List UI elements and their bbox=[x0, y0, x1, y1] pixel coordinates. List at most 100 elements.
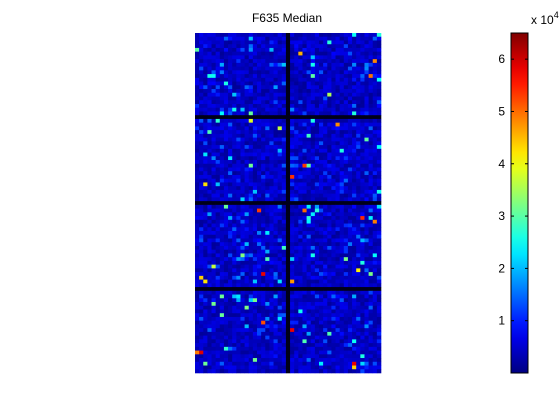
heatmap-cell bbox=[323, 85, 328, 90]
heatmap-cell bbox=[240, 118, 245, 123]
heatmap-cell bbox=[319, 100, 324, 105]
heatmap-cell bbox=[310, 313, 316, 318]
heatmap-cell bbox=[195, 70, 200, 75]
heatmap-cell bbox=[306, 343, 312, 348]
heatmap-cell bbox=[298, 193, 303, 198]
heatmap-cell bbox=[223, 178, 229, 183]
heatmap-cell bbox=[252, 51, 258, 56]
heatmap-cell bbox=[335, 242, 340, 247]
heatmap-cell bbox=[339, 316, 345, 321]
heatmap-cell bbox=[219, 186, 225, 191]
heatmap-cell bbox=[232, 354, 237, 359]
heatmap-cell bbox=[232, 212, 237, 217]
heatmap-cell bbox=[207, 313, 212, 318]
heatmap-cell bbox=[331, 339, 336, 344]
heatmap-cell bbox=[298, 174, 303, 180]
heatmap-cell bbox=[347, 160, 353, 165]
block-separator-cell bbox=[356, 287, 361, 292]
heatmap-cell bbox=[298, 171, 303, 176]
heatmap-cell bbox=[364, 219, 369, 224]
heatmap-cell bbox=[290, 313, 295, 318]
heatmap-cell bbox=[372, 365, 378, 370]
heatmap-cell bbox=[232, 130, 237, 135]
heatmap-cell bbox=[302, 100, 307, 105]
heatmap-cell bbox=[248, 171, 254, 176]
heatmap-cell bbox=[306, 152, 312, 157]
heatmap-cell bbox=[248, 298, 254, 303]
heatmap-cell bbox=[343, 59, 349, 64]
heatmap-cell bbox=[352, 331, 357, 336]
heatmap-cell bbox=[244, 365, 250, 370]
heatmap-cell bbox=[203, 44, 208, 49]
heatmap-cell bbox=[310, 268, 316, 273]
heatmap-cell bbox=[314, 174, 320, 180]
heatmap-cell bbox=[347, 133, 353, 138]
heatmap-cell bbox=[319, 107, 324, 112]
heatmap-cell bbox=[244, 212, 250, 217]
heatmap-cell bbox=[347, 245, 353, 251]
heatmap-cell bbox=[240, 343, 245, 348]
heatmap-cell bbox=[290, 130, 295, 135]
heatmap-cell bbox=[277, 182, 283, 187]
heatmap-cell bbox=[323, 122, 328, 127]
heatmap-cell bbox=[331, 212, 336, 217]
heatmap-cell bbox=[319, 283, 324, 288]
block-separator-cell bbox=[331, 115, 336, 120]
heatmap-cell bbox=[376, 208, 382, 213]
heatmap-cell bbox=[265, 339, 270, 344]
heatmap-cell bbox=[195, 328, 200, 333]
heatmap-cell bbox=[219, 242, 225, 247]
heatmap-cell bbox=[302, 47, 307, 52]
heatmap-cell bbox=[269, 275, 274, 280]
heatmap-cell bbox=[265, 189, 270, 194]
heatmap-cell bbox=[290, 145, 295, 150]
heatmap-cell bbox=[335, 178, 340, 183]
block-separator-cell bbox=[290, 287, 295, 292]
heatmap-cell bbox=[269, 85, 274, 90]
block-separator-cell bbox=[240, 287, 245, 292]
heatmap-cell bbox=[306, 249, 312, 254]
heatmap-cell bbox=[244, 59, 250, 64]
heatmap-cell bbox=[199, 96, 204, 101]
heatmap-cell bbox=[273, 343, 278, 348]
block-separator-cell bbox=[290, 115, 295, 120]
heatmap-cell bbox=[323, 358, 328, 363]
heatmap-cell bbox=[331, 305, 336, 310]
heatmap-cell bbox=[236, 141, 241, 146]
heatmap-cell bbox=[352, 208, 357, 213]
heatmap-cell bbox=[364, 331, 369, 336]
heatmap-cell bbox=[199, 47, 204, 52]
heatmap-cell bbox=[240, 223, 245, 228]
heatmap-cell bbox=[269, 316, 274, 321]
heatmap-cell bbox=[240, 313, 245, 318]
heatmap-cell bbox=[223, 369, 229, 374]
heatmap-cell bbox=[339, 358, 345, 363]
heatmap-cell bbox=[257, 369, 262, 374]
heatmap-cell bbox=[277, 249, 283, 254]
heatmap-cell bbox=[368, 208, 374, 213]
heatmap-cell bbox=[331, 137, 336, 142]
heatmap-cell bbox=[331, 298, 336, 303]
heatmap-cell bbox=[252, 305, 258, 310]
heatmap-cell bbox=[347, 148, 353, 153]
heatmap-cell bbox=[269, 137, 274, 142]
heatmap-cell bbox=[248, 160, 254, 165]
heatmap-cell bbox=[356, 227, 361, 232]
heatmap-cell bbox=[360, 350, 365, 355]
heatmap-cell bbox=[281, 238, 287, 243]
heatmap-cell bbox=[323, 369, 328, 374]
heatmap-cell bbox=[310, 74, 316, 79]
heatmap-cell bbox=[232, 231, 237, 236]
heatmap-cell bbox=[281, 85, 287, 90]
heatmap-cell bbox=[294, 302, 299, 307]
heatmap-cell bbox=[368, 122, 374, 127]
heatmap-cell bbox=[273, 44, 278, 49]
heatmap-cell bbox=[352, 361, 357, 366]
heatmap-cell bbox=[203, 40, 208, 45]
heatmap-cell bbox=[244, 193, 250, 198]
heatmap-cell bbox=[248, 189, 254, 194]
heatmap-cell bbox=[364, 305, 369, 310]
heatmap-cell bbox=[215, 253, 221, 258]
heatmap-cell bbox=[269, 234, 274, 239]
heatmap-cell bbox=[240, 160, 245, 165]
